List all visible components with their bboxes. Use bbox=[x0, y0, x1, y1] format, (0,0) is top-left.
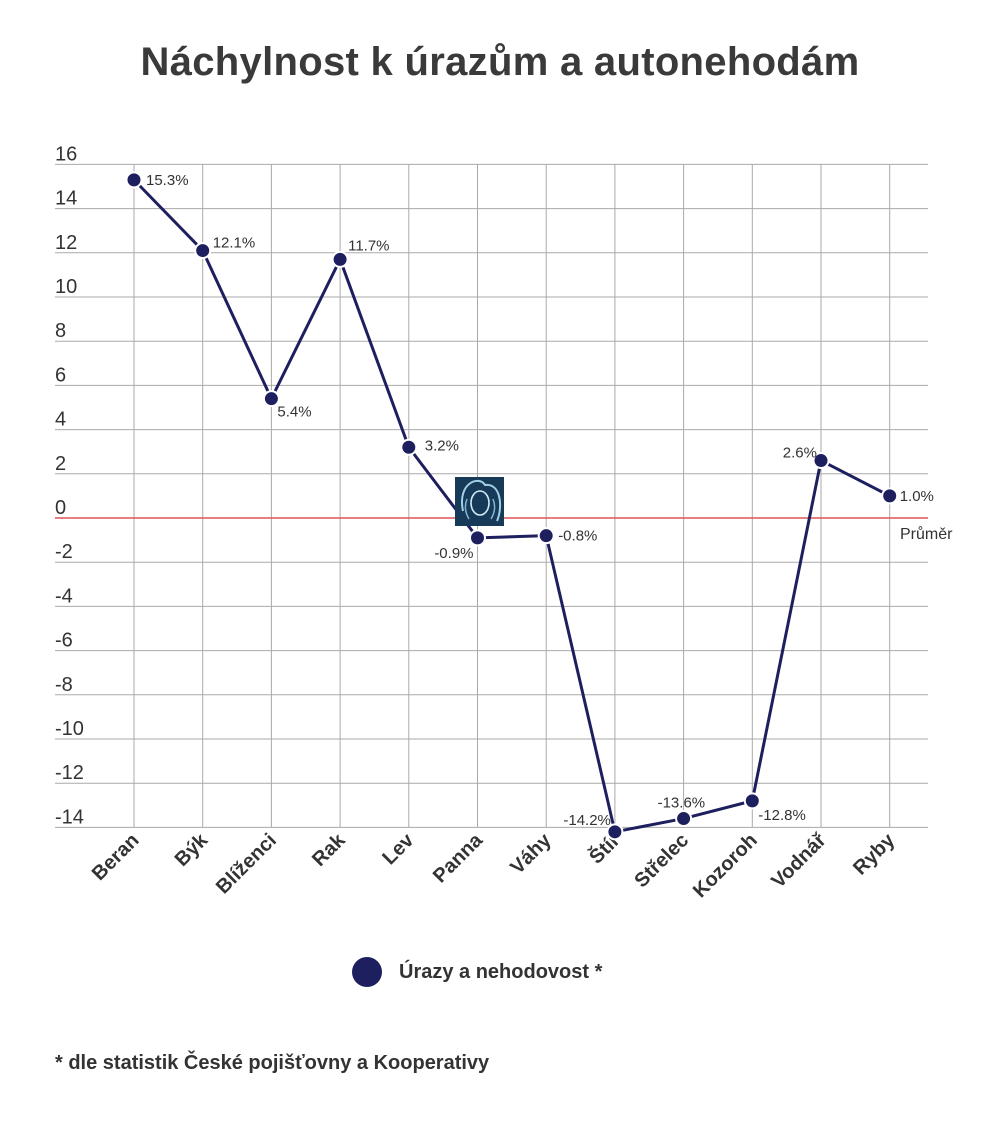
series-line bbox=[132, 178, 891, 834]
legend-label: Úrazy a nehodovost * bbox=[399, 960, 603, 983]
x-tick-label: Blíženci bbox=[212, 829, 281, 898]
data-point bbox=[194, 242, 212, 260]
icon-hair bbox=[460, 479, 502, 522]
icon-background bbox=[455, 477, 504, 526]
y-tick-label: 6 bbox=[55, 364, 66, 386]
y-tick-label: -12 bbox=[55, 762, 84, 784]
data-point bbox=[469, 529, 486, 547]
y-tick-label: -4 bbox=[55, 585, 73, 607]
x-tick-label: Lev bbox=[378, 829, 419, 870]
data-label: 3.2% bbox=[425, 437, 459, 454]
footnote: * dle statistik České pojišťovny a Koope… bbox=[55, 1052, 490, 1074]
legend-marker bbox=[352, 957, 382, 987]
data-label: 15.3% bbox=[146, 172, 189, 189]
y-tick-label: 12 bbox=[55, 232, 77, 254]
x-tick-label: Vodnář bbox=[767, 829, 830, 892]
y-tick-label: 16 bbox=[55, 143, 77, 165]
y-tick-label: -14 bbox=[55, 806, 84, 828]
data-point bbox=[125, 171, 143, 189]
y-tick-label: -2 bbox=[55, 541, 73, 563]
data-label: 12.1% bbox=[213, 235, 256, 252]
data-point bbox=[400, 438, 418, 456]
x-tick-label: Býk bbox=[171, 829, 213, 871]
data-point bbox=[262, 390, 280, 408]
data-label: -14.2% bbox=[563, 812, 611, 829]
y-tick-label: -10 bbox=[55, 718, 84, 740]
data-point bbox=[675, 810, 693, 828]
legend: Úrazy a nehodovost * bbox=[352, 957, 602, 987]
data-label: 11.7% bbox=[348, 237, 389, 254]
average-reference-line: Průměr bbox=[55, 517, 953, 543]
y-axis: 16 14 12 10 8 6 4 2 0 -2 -4 -6 -8 -10 -12 -14 bbox=[55, 143, 84, 828]
data-series: 15.3% 12.1% 5.4% 11.7% 3.2% -0.9% -0.8% -14.2% -… bbox=[125, 171, 934, 841]
y-tick-label: 0 bbox=[55, 497, 66, 519]
x-tick-label: Střelec bbox=[630, 829, 693, 892]
data-point bbox=[606, 823, 624, 841]
x-tick-label: Panna bbox=[429, 829, 488, 888]
x-tick-label: Váhy bbox=[506, 829, 556, 879]
line-chart: 16 14 12 10 8 6 4 2 0 -2 -4 -6 -8 -10 -12 -14 Beran Býk B… bbox=[55, 143, 953, 902]
y-tick-label: 10 bbox=[55, 276, 77, 298]
y-tick-label: 2 bbox=[55, 453, 66, 475]
data-point bbox=[743, 792, 761, 810]
data-label: -13.6% bbox=[658, 795, 706, 812]
data-point bbox=[812, 452, 830, 470]
y-tick-label: 4 bbox=[55, 409, 66, 431]
data-label: 1.0% bbox=[900, 488, 934, 505]
data-label: 2.6% bbox=[783, 445, 817, 462]
data-label: -0.8% bbox=[558, 528, 597, 545]
data-point bbox=[881, 487, 899, 505]
y-tick-label: 14 bbox=[55, 188, 77, 210]
virgo-zodiac-icon bbox=[455, 477, 504, 526]
reference-line-label: Průměr bbox=[900, 525, 953, 543]
y-tick-label: -8 bbox=[55, 674, 73, 696]
x-tick-label: Beran bbox=[88, 829, 144, 885]
x-tick-label: Kozoroh bbox=[689, 829, 762, 902]
chart-title: Náchylnost k úrazům a autonehodám bbox=[140, 40, 860, 84]
y-tick-label: -6 bbox=[55, 630, 73, 652]
icon-face bbox=[470, 490, 490, 516]
data-label: 5.4% bbox=[277, 404, 311, 421]
x-tick-label: Rak bbox=[308, 829, 350, 871]
x-tick-label: Ryby bbox=[849, 829, 900, 880]
data-label: -0.9% bbox=[434, 545, 473, 562]
data-label: -12.8% bbox=[758, 807, 806, 824]
y-tick-label: 8 bbox=[55, 320, 66, 342]
data-point bbox=[537, 527, 555, 545]
data-point bbox=[331, 250, 349, 268]
x-axis: Beran Býk Blíženci Rak Lev Panna Váhy Štír Střel… bbox=[88, 828, 900, 902]
icon-curls bbox=[464, 498, 496, 520]
